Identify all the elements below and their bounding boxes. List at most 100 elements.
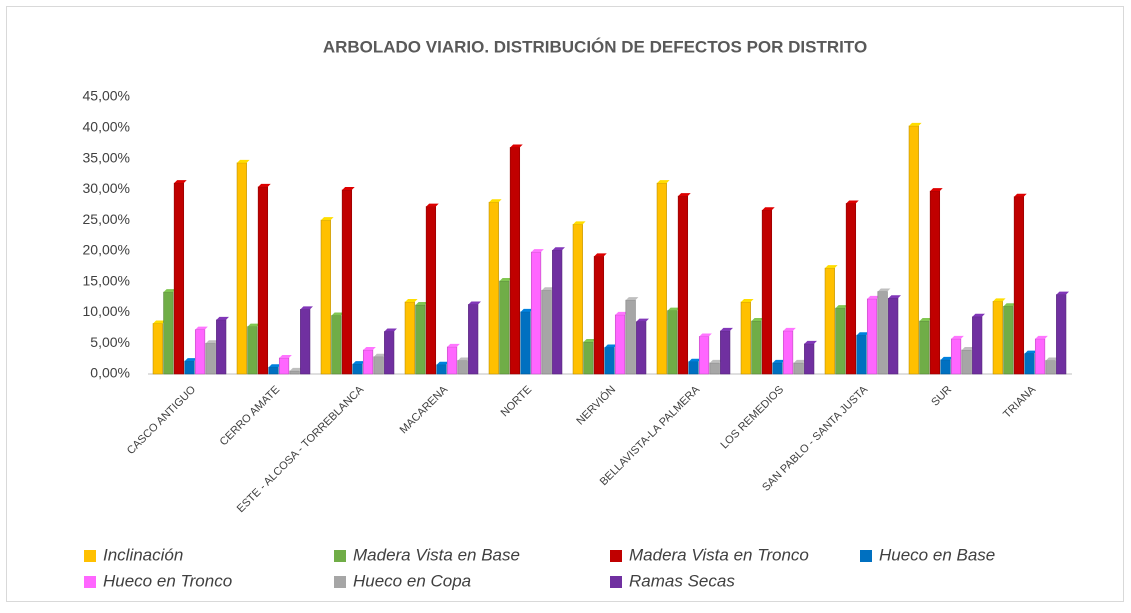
bar	[720, 330, 731, 375]
bar-top	[846, 200, 859, 204]
bar-top	[289, 367, 303, 371]
bar	[152, 323, 163, 375]
y-tick-label: 15,00%	[83, 272, 130, 288]
bar-top	[300, 306, 313, 310]
bar-top	[447, 343, 460, 347]
y-tick-label: 20,00%	[83, 242, 130, 258]
bar-top	[237, 159, 250, 163]
bar-top	[1003, 303, 1017, 307]
bar	[488, 201, 499, 375]
bar	[552, 249, 563, 375]
bar-top	[972, 313, 985, 317]
bar-top	[762, 207, 775, 211]
bar	[677, 195, 689, 375]
legend-swatch	[610, 576, 622, 588]
bar	[425, 206, 437, 375]
bar-top	[688, 358, 702, 362]
bar-top	[678, 193, 691, 197]
bar	[856, 334, 867, 375]
bar	[667, 310, 678, 375]
bar	[468, 304, 479, 375]
bar-top	[594, 253, 607, 257]
bar-top	[216, 316, 229, 320]
bar-top	[174, 180, 187, 184]
bar	[205, 342, 216, 375]
bar	[1024, 353, 1035, 375]
bar-top	[615, 311, 628, 315]
bar	[257, 186, 269, 375]
bar-top	[363, 346, 376, 350]
bar	[761, 209, 773, 375]
bar-top	[993, 298, 1006, 302]
legend-swatch	[334, 576, 346, 588]
bar-top	[1014, 193, 1027, 197]
legend-label: Madera Vista en Base	[353, 545, 520, 564]
bar	[436, 364, 447, 375]
bar-top	[909, 122, 922, 126]
bar	[636, 321, 647, 375]
bar-top	[825, 265, 838, 269]
legend-swatch	[84, 550, 96, 562]
bar	[772, 362, 783, 375]
legend-swatch	[610, 550, 622, 562]
bar	[300, 309, 311, 375]
bar-top	[415, 302, 429, 306]
bar	[509, 147, 521, 375]
bar	[688, 361, 699, 375]
bar-top	[268, 364, 282, 368]
legend-label: Inclinación	[103, 545, 183, 564]
bar	[320, 219, 331, 375]
bar-top	[751, 318, 765, 322]
legend-label: Hueco en Copa	[353, 571, 471, 590]
bar	[415, 304, 426, 375]
bar-top	[205, 340, 219, 344]
bar-top	[489, 199, 502, 203]
bar-top	[247, 323, 261, 327]
bar	[341, 189, 353, 375]
bar	[877, 291, 888, 375]
bar-top	[856, 332, 870, 336]
bar-top	[657, 180, 670, 184]
bar	[583, 341, 594, 375]
bar	[709, 362, 720, 375]
bar-top	[436, 361, 450, 365]
bar-top	[919, 318, 933, 322]
bar-top	[426, 203, 439, 207]
bar-top	[804, 340, 817, 344]
bar	[194, 329, 206, 375]
bar-top	[520, 308, 534, 312]
legend-swatch	[84, 576, 96, 588]
bar-top	[321, 217, 334, 221]
y-tick-label: 0,00%	[90, 365, 130, 381]
legend-swatch	[334, 550, 346, 562]
chart-title: ARBOLADO VIARIO. DISTRIBUCIÓN DE DEFECTO…	[323, 37, 867, 56]
bar-top	[625, 297, 639, 301]
legend-label: Ramas Secas	[629, 571, 735, 590]
bar-top	[951, 335, 964, 339]
bar	[866, 298, 878, 375]
bar-top	[510, 144, 523, 148]
bar	[1045, 360, 1056, 375]
bar	[446, 346, 458, 375]
bar-top	[772, 359, 786, 363]
bar	[908, 125, 919, 375]
bar-top	[867, 295, 880, 299]
bar	[530, 251, 542, 375]
bar-top	[541, 287, 555, 291]
bar	[1034, 338, 1046, 375]
bar	[1003, 305, 1014, 375]
bar	[268, 366, 279, 375]
bar-top	[279, 354, 292, 358]
bar	[499, 280, 510, 375]
bar	[929, 190, 941, 375]
bar-top	[342, 186, 355, 190]
bar-top	[1035, 335, 1048, 339]
bar-top	[352, 361, 366, 365]
bar-top	[877, 288, 891, 292]
bar	[919, 320, 930, 375]
y-tick-label: 30,00%	[83, 180, 130, 196]
y-tick-label: 5,00%	[90, 334, 130, 350]
bar-top	[667, 307, 681, 311]
bar	[593, 256, 605, 375]
